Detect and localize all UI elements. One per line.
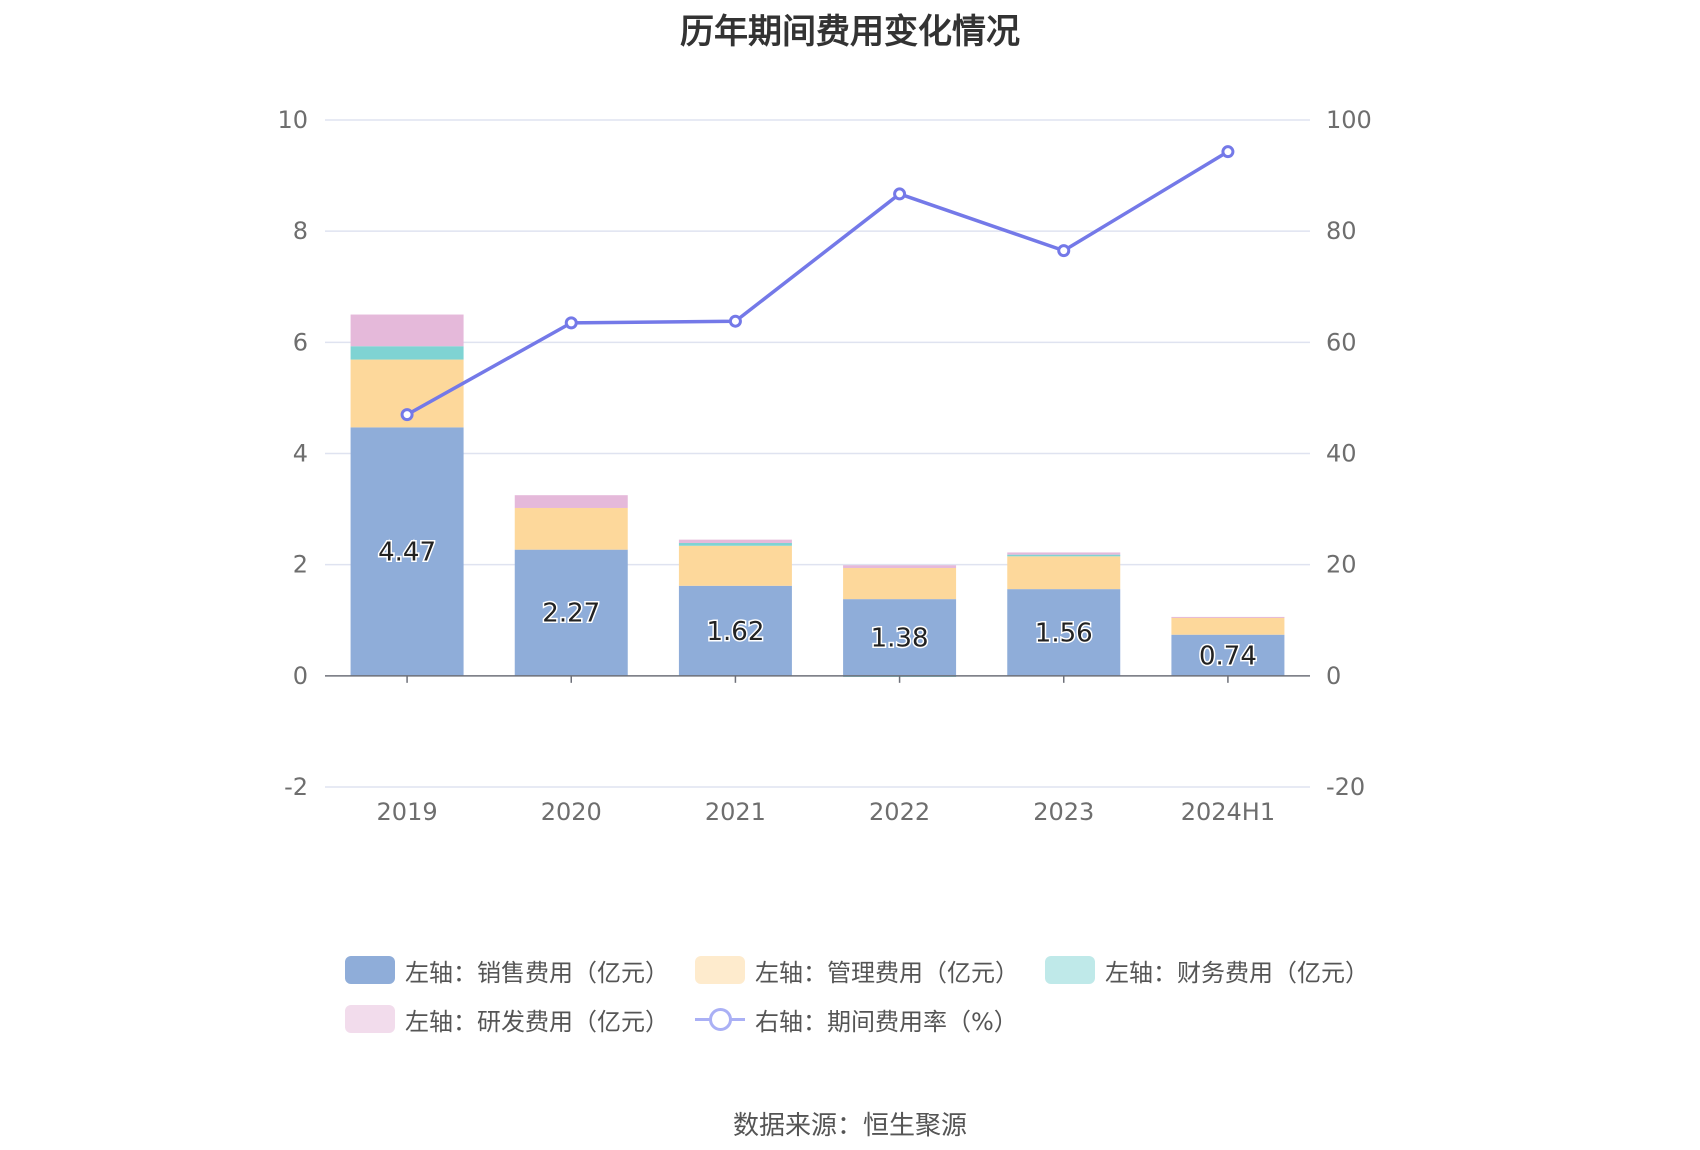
bar-segment — [1007, 554, 1121, 557]
chart-title: 历年期间费用变化情况 — [680, 12, 1020, 52]
bar-segment — [678, 542, 792, 546]
rate-line — [406, 150, 1229, 417]
axis-ticks: 10 100 8 80 6 60 4 40 2 20 0 0 -2 -20 — [277, 106, 1371, 801]
right-axis-tick-label: 60 — [1326, 328, 1357, 356]
rate-line-point — [564, 316, 578, 330]
legend-item-admin[interactable]: 左轴：管理费用（亿元） — [695, 953, 1019, 987]
bar-data-label: 1.38 — [871, 623, 929, 653]
legend-label-sales: 左轴：销售费用（亿元） — [405, 958, 669, 987]
bar-segment — [678, 585, 792, 676]
legend-item-sales[interactable]: 左轴：销售费用（亿元） — [345, 953, 669, 987]
x-axis-tick-label: 2022 — [869, 798, 930, 826]
bar-segment — [514, 495, 628, 508]
bar-data-label: 1.62 — [706, 617, 764, 647]
left-axis-tick-label: -2 — [284, 773, 308, 801]
x-axis-tick-label: 2019 — [377, 798, 438, 826]
left-axis-tick-label: 8 — [293, 217, 308, 245]
bar-segment — [350, 346, 464, 360]
legend-label-rate: 右轴：期间费用率（%） — [755, 1007, 1018, 1036]
right-axis-tick-label: 0 — [1326, 662, 1341, 690]
grid-lines — [325, 119, 1310, 788]
rate-line-point — [1057, 244, 1071, 258]
bar-data-labels: 4.47 2.27 1.62 1.38 1.56 0.74 — [377, 536, 1259, 673]
bar-data-label: 2.27 — [542, 599, 600, 629]
legend-label-rnd: 左轴：研发费用（亿元） — [405, 1007, 669, 1036]
bar-segment — [514, 549, 628, 676]
rate-line-point — [893, 187, 907, 201]
legend-swatch-sales — [345, 956, 395, 984]
bar-segment — [1007, 589, 1121, 676]
x-axis-tick-label: 2023 — [1033, 798, 1094, 826]
bar-segment — [843, 568, 957, 600]
right-axis-tick-label: 100 — [1326, 106, 1372, 134]
legend-item-rate[interactable]: 右轴：期间费用率（%） — [695, 1002, 1018, 1036]
legend-swatch-finance — [1045, 956, 1095, 984]
legend-swatch-admin — [695, 956, 745, 984]
right-axis-tick-label: 20 — [1326, 551, 1357, 579]
left-axis-tick-label: 4 — [293, 440, 308, 468]
bar-segment — [350, 427, 464, 676]
right-axis-tick-label: 80 — [1326, 217, 1357, 245]
bar-segment — [1007, 552, 1121, 555]
rate-line-series — [400, 145, 1235, 422]
bar-data-label: 4.47 — [378, 538, 436, 568]
bar-segment — [843, 565, 957, 569]
bar-series — [350, 314, 1285, 677]
data-source: 数据来源：恒生聚源 — [732, 1111, 967, 1141]
bar-segment — [514, 507, 628, 550]
left-axis-tick-label: 6 — [293, 328, 308, 356]
legend-label-admin: 左轴：管理费用（亿元） — [755, 958, 1019, 987]
left-axis-tick-label: 10 — [277, 106, 308, 134]
bar-data-label: 0.74 — [1199, 641, 1257, 671]
legend-swatch-rnd — [345, 1005, 395, 1033]
x-axis-tick-label: 2024H1 — [1181, 798, 1275, 826]
rate-line-point — [1221, 145, 1235, 159]
x-axis-tick-label: 2021 — [705, 798, 766, 826]
rate-line-point — [400, 408, 414, 422]
legend-item-rnd[interactable]: 左轴：研发费用（亿元） — [345, 1002, 669, 1036]
legend-item-finance[interactable]: 左轴：财务费用（亿元） — [1045, 953, 1369, 987]
bar-segment — [678, 539, 792, 543]
left-axis-tick-label: 0 — [293, 662, 308, 690]
bar-segment — [678, 545, 792, 586]
right-axis-tick-label: -20 — [1326, 773, 1365, 801]
bar-segment — [843, 599, 957, 676]
bar-segment — [1171, 634, 1285, 676]
bar-segment — [1171, 616, 1285, 618]
bar-segment — [1007, 556, 1121, 590]
x-axis: 2019 2020 2021 2022 2023 2024H1 — [325, 675, 1310, 826]
legend-line-marker-icon — [695, 1005, 745, 1033]
left-axis-tick-label: 2 — [293, 551, 308, 579]
right-axis-tick-label: 40 — [1326, 440, 1357, 468]
legend-label-finance: 左轴：财务费用（亿元） — [1105, 958, 1369, 987]
bar-segment — [1171, 617, 1285, 635]
rate-line-point — [728, 314, 742, 328]
bar-data-label: 1.56 — [1035, 618, 1093, 648]
x-axis-tick-label: 2020 — [541, 798, 602, 826]
bar-segment — [350, 314, 464, 347]
